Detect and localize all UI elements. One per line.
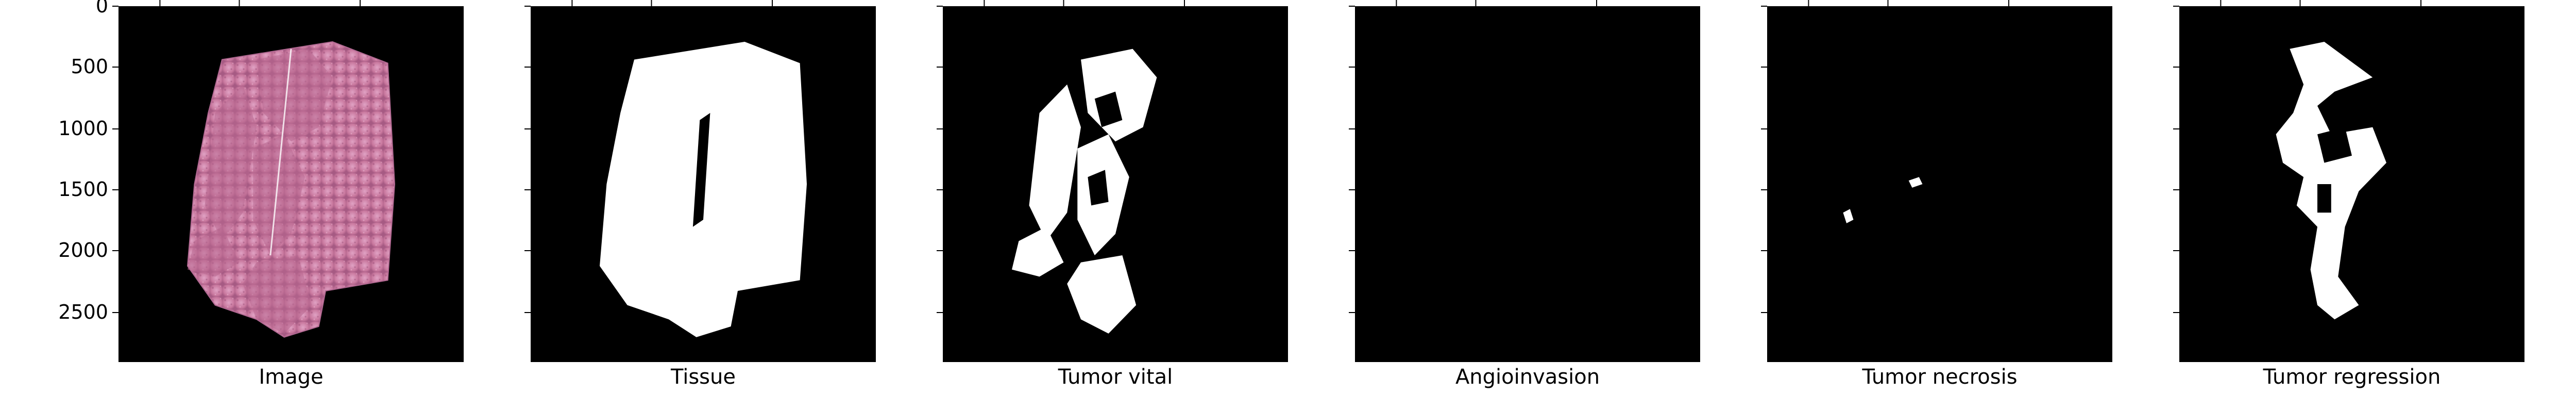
y-tick-label: 1000 (58, 117, 108, 140)
tissue-fissure (269, 48, 292, 256)
tumor-necrosis-mask (1843, 209, 1854, 223)
panel-2: Tumor vital (937, 0, 1288, 389)
stained-nodule (253, 134, 305, 255)
tumor-vital-mask (1067, 255, 1137, 334)
mask-hole (2317, 127, 2352, 163)
panel-caption: Tissue (670, 365, 736, 389)
y-tick-label: 500 (71, 55, 108, 78)
panel-caption: Tumor vital (1058, 365, 1173, 389)
panel-3: Angioinvasion (1349, 0, 1700, 389)
mask-hole (2317, 184, 2331, 213)
stained-nodule (205, 84, 257, 241)
panel-caption: Tumor necrosis (1861, 365, 2017, 389)
y-tick-label: 1500 (58, 178, 108, 201)
tumor-vital-mask (1029, 84, 1081, 241)
stained-nodule (243, 255, 312, 334)
panel-4: Tumor necrosis (1761, 0, 2112, 389)
tumor-regression-mask (2276, 42, 2386, 320)
panel-0: 0 500 1000 1500 2000 2500 Image (58, 0, 464, 389)
mask-hole (1088, 170, 1109, 206)
y-tick-label: 2000 (58, 239, 108, 261)
tumor-vital-mask (1012, 226, 1064, 277)
stained-nodule (257, 48, 333, 142)
panel-5: Tumor regression (2173, 0, 2524, 389)
panel-caption: Tumor regression (2263, 365, 2441, 389)
y-tick-label: 0 (96, 0, 108, 17)
panel-1: Tissue (524, 0, 876, 389)
tissue-gap (692, 113, 710, 227)
panel-caption: Image (259, 365, 323, 389)
panel-caption: Angioinvasion (1455, 365, 1600, 389)
mask-hole (1094, 91, 1123, 127)
y-tick-label: 2500 (58, 301, 108, 323)
tumor-necrosis-mask (1908, 177, 1923, 188)
panel-image-area (1355, 6, 1700, 362)
panel-image-area (1767, 6, 2112, 362)
stained-nodule (188, 226, 240, 277)
